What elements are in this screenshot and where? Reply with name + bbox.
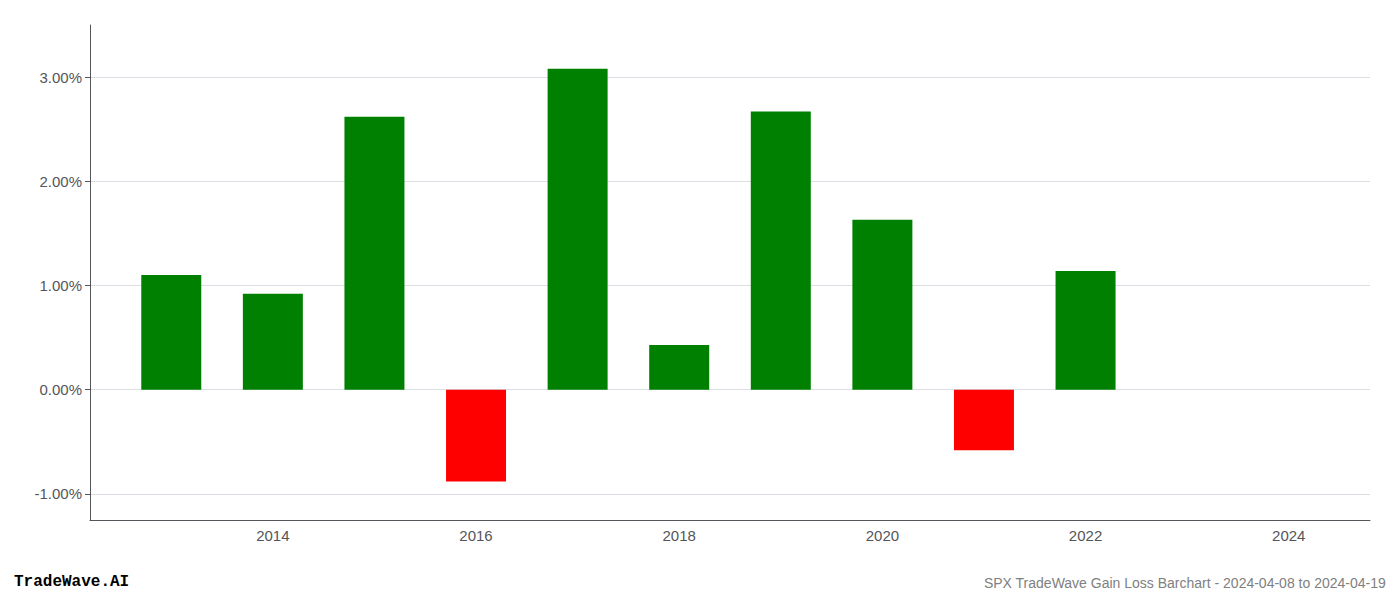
svg-text:2016: 2016 [459,527,492,544]
svg-text:2022: 2022 [1069,527,1102,544]
svg-text:3.00%: 3.00% [39,69,82,86]
svg-text:TradeWave.AI: TradeWave.AI [14,573,129,591]
svg-text:2020: 2020 [866,527,899,544]
svg-text:-1.00%: -1.00% [34,485,82,502]
svg-text:SPX TradeWave Gain Loss Barcha: SPX TradeWave Gain Loss Barchart - 2024-… [984,575,1386,591]
svg-text:0.00%: 0.00% [39,381,82,398]
svg-text:2014: 2014 [256,527,289,544]
svg-text:2024: 2024 [1272,527,1305,544]
svg-text:1.00%: 1.00% [39,277,82,294]
svg-text:2018: 2018 [663,527,696,544]
svg-text:2.00%: 2.00% [39,173,82,190]
